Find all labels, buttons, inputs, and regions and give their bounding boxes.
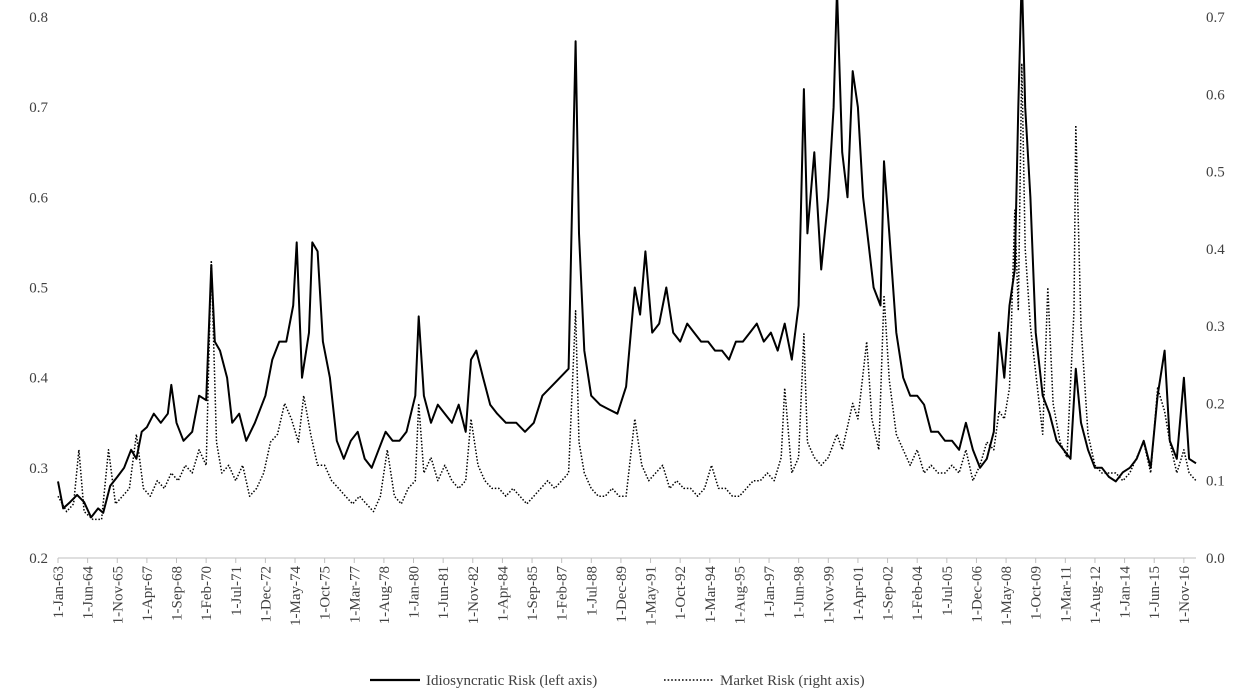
legend-label-market: Market Risk (right axis) — [720, 673, 865, 689]
x-tick-label: 1-Jan-97 — [762, 566, 778, 619]
x-tick-label: 1-Dec-72 — [258, 566, 274, 623]
x-tick-label: 1-Jul-88 — [584, 566, 600, 616]
x-tick-label: 1-Jun-64 — [81, 566, 97, 620]
x-tick-label: 1-Mar-94 — [703, 566, 719, 624]
legend: Idiosyncratic Risk (left axis) Market Ri… — [370, 673, 865, 689]
x-tick-label: 1-Aug-12 — [1088, 566, 1104, 624]
left-tick-label: 0.2 — [29, 551, 48, 567]
x-tick-label: 1-Apr-84 — [495, 566, 511, 622]
x-tick-label: 1-Oct-09 — [1029, 566, 1045, 620]
x-tick-label: 1-Aug-95 — [732, 566, 748, 624]
left-tick-label: 0.4 — [29, 371, 48, 387]
right-tick-label: 0.4 — [1206, 242, 1225, 258]
x-tick-label: 1-Apr-01 — [851, 566, 867, 622]
right-tick-label: 0.7 — [1206, 10, 1225, 26]
x-tick-label: 1-Nov-82 — [466, 566, 482, 624]
x-tick-label: 1-Dec-06 — [969, 566, 985, 623]
x-tick-label: 1-Jun-98 — [792, 566, 808, 619]
right-tick-label: 0.1 — [1206, 474, 1225, 490]
right-tick-label: 0.5 — [1206, 165, 1225, 181]
left-tick-label: 0.7 — [29, 100, 48, 116]
x-axis: 1-Jan-63 1-Jun-64 1-Nov-65 1-Apr-67 1-Sep-68… — [51, 557, 1196, 626]
x-tick-label: 1-Mar-11 — [1058, 566, 1074, 623]
x-tick-label: 1-Nov-16 — [1177, 566, 1193, 625]
x-tick-label: 1-Nov-65 — [110, 566, 126, 624]
left-axis-ticks: 0.2 0.3 0.4 0.5 0.6 0.7 0.8 — [29, 10, 48, 567]
right-tick-label: 0.0 — [1206, 551, 1225, 567]
right-axis-ticks: 0.0 0.1 0.2 0.3 0.4 0.5 0.6 0.7 — [1206, 10, 1225, 567]
x-tick-label: 1-Jul-71 — [229, 566, 245, 616]
series-line-idiosyncratic — [57, 0, 1197, 519]
x-tick-label: 1-May-08 — [999, 566, 1015, 626]
x-tick-label: 1-Oct-92 — [673, 566, 689, 620]
right-tick-label: 0.3 — [1206, 319, 1225, 335]
left-tick-label: 0.8 — [29, 10, 48, 26]
x-tick-label: 1-May-74 — [288, 566, 304, 626]
x-tick-label: 1-Sep-02 — [881, 566, 897, 621]
right-tick-label: 0.6 — [1206, 87, 1225, 103]
x-tick-label: 1-Sep-85 — [525, 566, 541, 621]
x-tick-label: 1-Jun-81 — [436, 566, 452, 619]
series-layer — [57, 0, 1197, 521]
x-tick-label: 1-Feb-70 — [199, 566, 215, 621]
right-tick-label: 0.2 — [1206, 396, 1225, 412]
x-tick-label: 1-Sep-68 — [170, 566, 186, 621]
x-tick-label: 1-Feb-87 — [555, 566, 571, 621]
x-tick-label: 1-Mar-77 — [347, 566, 363, 624]
x-tick-label: 1-Feb-04 — [910, 566, 926, 621]
left-tick-label: 0.6 — [29, 190, 48, 206]
x-tick-label: 1-Aug-78 — [377, 566, 393, 624]
x-tick-label: 1-Jul-05 — [940, 566, 956, 616]
x-tick-label: 1-Jan-80 — [407, 566, 423, 619]
x-tick-label: 1-Apr-67 — [140, 566, 156, 622]
left-tick-label: 0.3 — [29, 461, 48, 477]
legend-label-idiosyncratic: Idiosyncratic Risk (left axis) — [426, 673, 597, 689]
x-tick-label: 1-Oct-75 — [318, 566, 334, 620]
series-line-market — [57, 62, 1197, 521]
left-tick-label: 0.5 — [29, 281, 48, 297]
x-tick-label: 1-Jan-63 — [51, 566, 67, 619]
x-tick-label: 1-Nov-99 — [821, 566, 837, 624]
x-tick-label: 1-Jun-15 — [1147, 566, 1163, 619]
x-tick-label: 1-Dec-89 — [614, 566, 630, 623]
x-tick-label: 1-May-91 — [644, 566, 660, 626]
x-tick-label: 1-Jan-14 — [1118, 566, 1134, 619]
